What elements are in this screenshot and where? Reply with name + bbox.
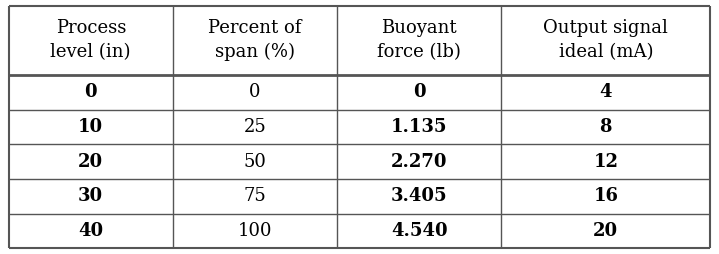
Text: Process
level (in): Process level (in) bbox=[50, 20, 131, 61]
Text: 0: 0 bbox=[84, 83, 97, 101]
Text: 12: 12 bbox=[593, 153, 618, 171]
Text: 20: 20 bbox=[593, 222, 618, 240]
Text: 20: 20 bbox=[78, 153, 104, 171]
Text: 1.135: 1.135 bbox=[391, 118, 447, 136]
Text: 4: 4 bbox=[600, 83, 612, 101]
Text: 40: 40 bbox=[78, 222, 104, 240]
Text: 25: 25 bbox=[244, 118, 266, 136]
Text: Output signal
ideal (mA): Output signal ideal (mA) bbox=[544, 20, 668, 61]
Text: 10: 10 bbox=[78, 118, 104, 136]
Text: Buoyant
force (lb): Buoyant force (lb) bbox=[377, 20, 461, 61]
Text: 50: 50 bbox=[244, 153, 267, 171]
Text: 75: 75 bbox=[244, 187, 266, 205]
Text: 30: 30 bbox=[78, 187, 104, 205]
Text: 2.270: 2.270 bbox=[391, 153, 447, 171]
Text: 3.405: 3.405 bbox=[391, 187, 447, 205]
Text: 4.540: 4.540 bbox=[391, 222, 447, 240]
Text: 0: 0 bbox=[249, 83, 261, 101]
Text: 8: 8 bbox=[600, 118, 612, 136]
Text: Percent of
span (%): Percent of span (%) bbox=[209, 19, 302, 61]
Text: 100: 100 bbox=[238, 222, 273, 240]
Text: 0: 0 bbox=[413, 83, 426, 101]
Text: 16: 16 bbox=[593, 187, 618, 205]
